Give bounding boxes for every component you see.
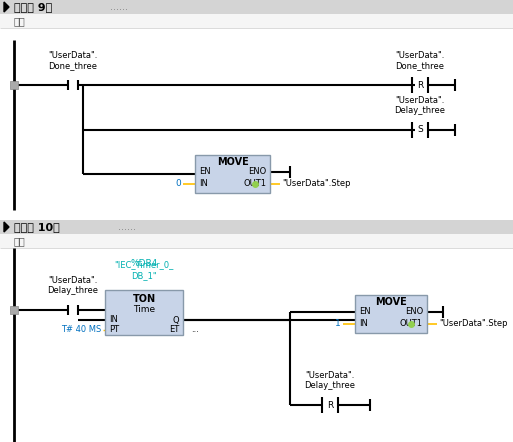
Text: ......: ...... — [118, 222, 136, 232]
Text: "UserData".Step: "UserData".Step — [282, 179, 350, 188]
Bar — [195, 155, 270, 193]
Text: IN: IN — [109, 316, 118, 324]
Text: EN: EN — [359, 308, 370, 316]
Bar — [10, 306, 18, 314]
Text: ......: ...... — [110, 2, 128, 12]
Text: 注释: 注释 — [14, 236, 26, 246]
Text: ENO: ENO — [405, 308, 423, 316]
Text: IN: IN — [359, 320, 368, 328]
Text: "UserData".
Done_three: "UserData". Done_three — [396, 50, 445, 70]
Text: 注释: 注释 — [14, 16, 26, 26]
Text: 0: 0 — [175, 179, 181, 188]
Text: ...: ... — [191, 325, 199, 335]
Text: EN: EN — [199, 168, 211, 176]
Text: IN: IN — [199, 179, 208, 188]
Text: ET: ET — [169, 325, 179, 335]
Text: T# 40 MS: T# 40 MS — [61, 325, 101, 335]
Text: R: R — [327, 400, 333, 409]
Text: "IEC_Timer_0_
DB_1": "IEC_Timer_0_ DB_1" — [114, 261, 174, 280]
Bar — [0, 14, 513, 28]
Bar — [105, 290, 183, 335]
Text: "UserData".
Delay_three: "UserData". Delay_three — [305, 370, 356, 390]
Text: "UserData".
Delay_three: "UserData". Delay_three — [48, 276, 98, 295]
Polygon shape — [4, 2, 9, 12]
Bar — [0, 220, 513, 234]
Bar — [10, 81, 18, 89]
Text: MOVE: MOVE — [216, 157, 248, 167]
Text: ENO: ENO — [248, 168, 266, 176]
Bar — [0, 234, 513, 248]
Text: "UserData".
Done_three: "UserData". Done_three — [48, 50, 97, 70]
Bar — [0, 0, 513, 14]
Polygon shape — [4, 222, 9, 232]
Text: %DB4: %DB4 — [130, 259, 157, 268]
Text: R: R — [417, 80, 423, 89]
Text: S: S — [417, 126, 423, 134]
Text: "UserData".Step: "UserData".Step — [439, 320, 507, 328]
Text: 程序段 10：: 程序段 10： — [14, 222, 60, 232]
Text: MOVE: MOVE — [375, 297, 407, 307]
Text: OUT1: OUT1 — [243, 179, 266, 188]
Text: Time: Time — [133, 305, 155, 315]
Bar — [355, 295, 427, 333]
Text: OUT1: OUT1 — [400, 320, 423, 328]
Text: 程序段 9：: 程序段 9： — [14, 2, 52, 12]
Text: Q: Q — [172, 316, 179, 324]
Text: TON: TON — [132, 294, 155, 304]
Text: 1: 1 — [336, 320, 341, 328]
Text: "UserData".
Delay_three: "UserData". Delay_three — [394, 95, 445, 115]
Text: PT: PT — [109, 325, 119, 335]
